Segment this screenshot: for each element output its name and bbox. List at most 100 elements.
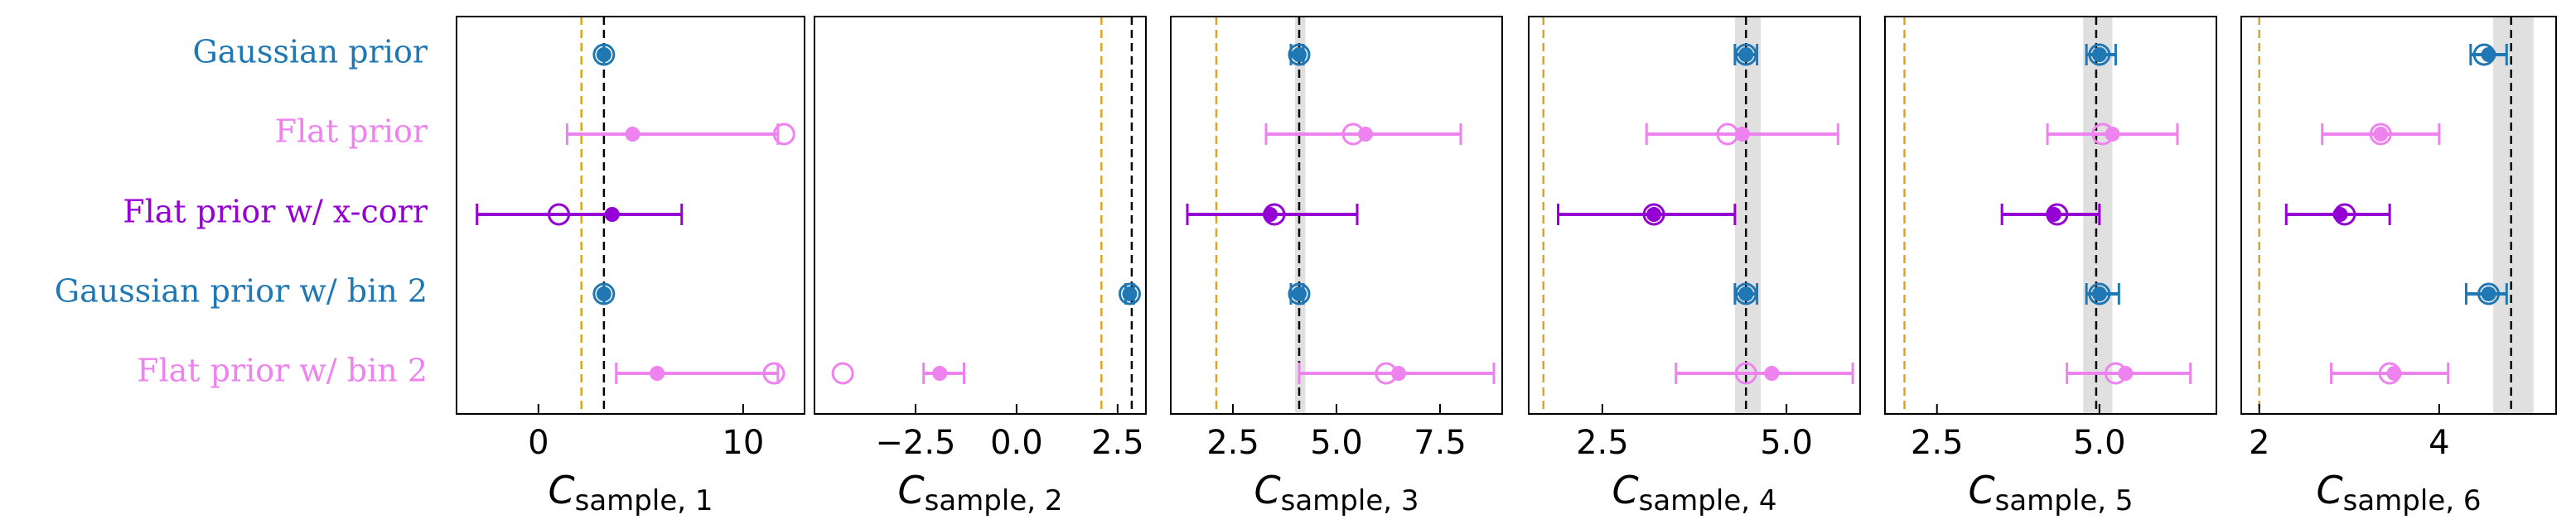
- best-fit-point: [1716, 123, 1739, 146]
- best-fit-point: [1734, 362, 1757, 385]
- x-tick-label: 7.5: [1414, 424, 1467, 462]
- x-axis-title-main: C: [1969, 468, 1995, 512]
- errorbar-row-3: [2000, 203, 2101, 226]
- best-fit-point: [2369, 123, 2392, 146]
- panel-frame: [1884, 16, 2217, 415]
- best-fit-point: [592, 43, 616, 66]
- best-fit-point: [2091, 123, 2114, 146]
- errorbar-row-4: [1733, 282, 1759, 305]
- best-fit-point: [2472, 43, 2496, 66]
- best-fit-point: [2046, 203, 2069, 226]
- errorbar-row-4: [2085, 282, 2120, 305]
- best-fit-point: [1288, 43, 1311, 66]
- best-fit-point: [1375, 362, 1398, 385]
- panel-frame: [2240, 16, 2557, 415]
- best-fit-point: [548, 203, 571, 226]
- errorbar-row-3: [476, 203, 684, 226]
- mean-point: [2091, 286, 2107, 301]
- x-axis-title-sub: sample, 6: [2343, 484, 2482, 517]
- x-axis-title-main: C: [1254, 468, 1281, 512]
- errorbar-row-2: [1645, 123, 1839, 146]
- best-fit-point: [772, 123, 795, 146]
- errorbar-row-4: [592, 282, 616, 305]
- x-axis-title: Csample, 3: [1254, 468, 1419, 517]
- panel-1-plot-area: [476, 17, 795, 414]
- mean-point: [1646, 207, 1662, 222]
- row-labels: Gaussian prior Flat prior Flat prior w/ …: [55, 34, 428, 389]
- x-tick-label: 10: [722, 424, 764, 462]
- x-tick-label: 2.5: [1911, 424, 1964, 462]
- x-tick-label: 0: [528, 424, 549, 462]
- row-label-flat-prior: Flat prior: [275, 113, 428, 150]
- x-tick-label: 5.0: [2073, 424, 2126, 462]
- panel-frame: [456, 16, 805, 415]
- panel-4-plot-area: [1542, 17, 1854, 414]
- x-tick-label: 4: [2429, 424, 2449, 462]
- x-tick-label: 2.5: [1576, 424, 1629, 462]
- panel-4: 2.5 5.0 Csample, 4: [1528, 16, 1861, 517]
- mean-point: [1764, 366, 1780, 381]
- x-axis-title: Csample, 2: [898, 468, 1063, 517]
- best-fit-point: [1341, 123, 1365, 146]
- errorbar-row-5: [831, 362, 965, 385]
- best-fit-point: [1263, 203, 1286, 226]
- errorbar-row-1: [2469, 43, 2508, 66]
- mean-point: [625, 127, 640, 142]
- errorbar-row-5: [1298, 362, 1496, 385]
- x-tick-label: 2: [2249, 424, 2269, 462]
- mean-point: [650, 366, 665, 381]
- x-axis-title-sub: sample, 5: [1995, 484, 2134, 517]
- x-tick-label: 2.5: [1091, 424, 1144, 462]
- row-label-gaussian-prior: Gaussian prior: [192, 34, 428, 70]
- mean-point: [1263, 207, 1278, 222]
- reference-band: [2493, 17, 2534, 414]
- x-axis-title-main: C: [898, 468, 925, 512]
- errorbar-row-5: [615, 362, 785, 385]
- mean-point: [1292, 47, 1307, 62]
- best-fit-point: [592, 282, 616, 305]
- mean-point: [2046, 207, 2061, 222]
- best-fit-point: [2378, 362, 2401, 385]
- best-fit-point: [2477, 282, 2501, 305]
- panel-5: 2.5 5.0 Csample, 5: [1884, 16, 2217, 517]
- panel-6-plot-area: [2258, 17, 2534, 414]
- mean-point: [2481, 286, 2496, 301]
- errorbar-row-2: [1264, 123, 1462, 146]
- best-fit-point: [1642, 203, 1665, 226]
- best-fit-point: [1288, 282, 1311, 305]
- best-fit-point: [762, 362, 785, 385]
- x-axis-title-main: C: [2317, 468, 2343, 512]
- mean-point: [1122, 286, 1138, 301]
- mean-point: [1292, 286, 1307, 301]
- mean-point: [2091, 47, 2107, 62]
- x-axis-title: Csample, 6: [2317, 468, 2482, 517]
- x-axis-title-main: C: [1612, 468, 1639, 512]
- errorbar-row-2: [2321, 123, 2441, 146]
- mean-point: [596, 286, 611, 301]
- best-fit-point: [1734, 282, 1757, 305]
- mean-point: [932, 366, 948, 381]
- errorbar-row-5: [2066, 362, 2192, 385]
- best-fit-point: [1734, 43, 1757, 66]
- row-label-flat-prior-x-corr: Flat prior w/ x-corr: [123, 194, 428, 230]
- panel-6: 2 4 Csample, 6: [2240, 16, 2557, 517]
- errorbar-row-4: [2464, 282, 2508, 305]
- x-tick-label: −2.5: [875, 424, 955, 462]
- panel-5-plot-area: [1903, 17, 2192, 414]
- errorbar-row-5: [2330, 362, 2450, 385]
- panel-2-plot-area: [831, 17, 1141, 414]
- errorbar-row-1: [592, 43, 616, 66]
- best-fit-point: [2088, 282, 2111, 305]
- errorbar-row-3: [1557, 203, 1737, 226]
- mean-point: [604, 207, 620, 222]
- x-axis-title: Csample, 5: [1969, 468, 2134, 517]
- mean-point: [1734, 127, 1750, 142]
- best-fit-point: [2104, 362, 2127, 385]
- reference-band: [1734, 17, 1761, 414]
- mean-point: [596, 47, 611, 62]
- best-fit-point: [2088, 43, 2111, 66]
- x-axis-title-sub: sample, 2: [925, 484, 1063, 517]
- x-tick-label: 5.0: [1310, 424, 1363, 462]
